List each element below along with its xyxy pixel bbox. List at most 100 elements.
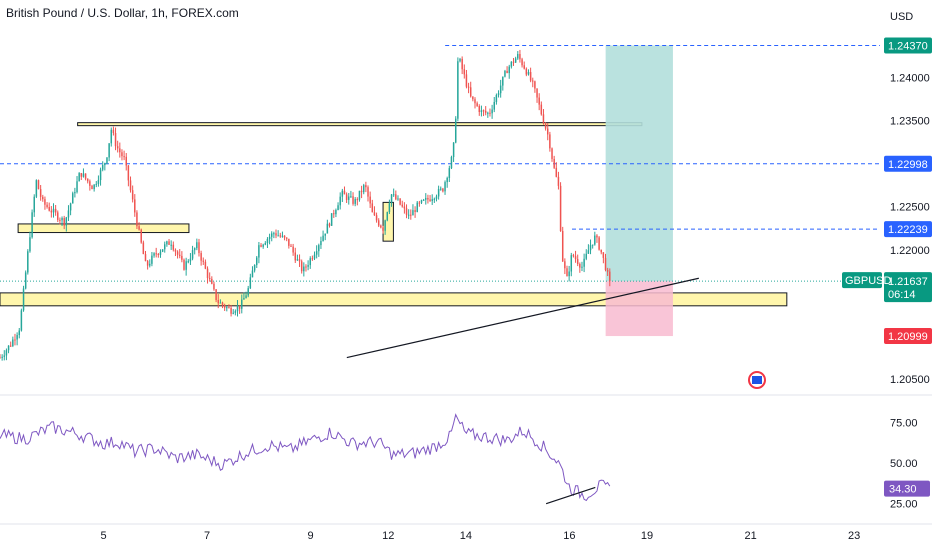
candle-body (600, 249, 602, 253)
candle-body (427, 197, 429, 200)
symbol-tag-text: GBPUSD (845, 275, 892, 287)
candle-body (208, 277, 211, 279)
candle-body (42, 196, 44, 200)
position-stop-area[interactable] (605, 281, 673, 337)
candle-body (275, 233, 277, 236)
candle-body (50, 210, 53, 213)
price-badge-text: 1.20999 (888, 331, 928, 343)
candle-body (532, 80, 534, 82)
candle-body (262, 244, 264, 247)
candle-body (253, 264, 256, 271)
candle-body (536, 88, 538, 98)
price-badge-text: 1.24370 (888, 41, 928, 53)
candle-body (504, 70, 506, 77)
candle-body (131, 190, 134, 200)
candle-body (309, 258, 311, 266)
support-zone-mid[interactable] (17, 223, 190, 234)
candle-body (193, 248, 196, 251)
candle-body (110, 129, 113, 144)
price-axis: 1.205001.210001.220001.225001.235001.240… (890, 11, 930, 511)
candle-body (497, 93, 500, 96)
candle-body (454, 118, 457, 143)
candle-body (546, 128, 549, 135)
candle-body (360, 190, 363, 193)
candle-body (538, 97, 540, 105)
candle-body (328, 223, 331, 226)
time-tick-label: 7 (204, 530, 210, 542)
time-tick-label: 5 (100, 530, 106, 542)
candle-body (119, 148, 121, 153)
candle-body (228, 307, 230, 309)
resistance-zone-upper[interactable] (77, 122, 643, 127)
candle-body (442, 188, 444, 192)
candle-body (236, 305, 239, 312)
candle-body (232, 312, 234, 314)
candle-body (352, 196, 354, 204)
candle-body (525, 68, 528, 75)
rsi-divergence-line[interactable] (545, 486, 596, 505)
candle-body (549, 134, 551, 149)
candle-body (161, 249, 164, 252)
candle-body (221, 302, 224, 306)
candle-body (517, 54, 519, 59)
candle-body (576, 259, 579, 265)
candle-body (598, 237, 600, 250)
candle-body (514, 58, 517, 63)
candle-body (71, 193, 74, 204)
candle-body (358, 190, 361, 200)
candle-body (170, 244, 172, 246)
candle-body (93, 184, 95, 190)
candle-body (176, 251, 179, 255)
candle-body (149, 263, 151, 266)
candle-body (405, 208, 408, 215)
candle-body (403, 206, 406, 209)
candle-body (397, 198, 399, 200)
candle-body (322, 235, 324, 242)
candle-body (245, 295, 247, 299)
trendline[interactable] (346, 277, 699, 359)
candle-body (174, 249, 177, 252)
price-badge-text: 1.22998 (888, 159, 928, 171)
candle-body (390, 194, 393, 204)
candle-body (431, 199, 433, 201)
candle-body (281, 235, 284, 237)
candle-body (187, 261, 190, 263)
candle-body (377, 220, 380, 226)
candle-body (429, 199, 431, 201)
candle-body (57, 212, 59, 220)
candle-body (196, 242, 198, 249)
candle-body (285, 237, 288, 239)
candle-body (386, 212, 389, 221)
small-zone[interactable] (382, 201, 394, 242)
price-tick-label: 1.22000 (890, 245, 930, 257)
candle-body (116, 146, 119, 149)
candle-body (414, 210, 416, 212)
candle-body (315, 251, 318, 255)
candle-body (112, 129, 115, 133)
candle-body (476, 103, 478, 106)
candle-body (418, 202, 421, 204)
candle-body (44, 199, 46, 205)
candle-body (59, 219, 61, 221)
candle-body (589, 245, 592, 251)
candle-body (585, 253, 588, 259)
candle-body (544, 123, 547, 129)
candle-body (474, 99, 476, 104)
candle-body (136, 212, 138, 227)
rsi-pane (0, 413, 611, 505)
candle-body (146, 261, 149, 266)
price-tick-label: 1.22500 (890, 202, 930, 214)
rsi-tick-label: 25.00 (890, 499, 918, 511)
candle-body (337, 205, 339, 211)
candle-body (484, 110, 487, 113)
candle-body (97, 180, 100, 184)
time-tick-label: 19 (641, 530, 653, 542)
candle-body (335, 210, 337, 215)
candle-body (206, 268, 209, 278)
long-position-tool (605, 45, 673, 337)
candle-body (324, 233, 326, 236)
price-tick-label: 1.24000 (890, 72, 930, 84)
symbol-tag[interactable] (842, 272, 882, 289)
